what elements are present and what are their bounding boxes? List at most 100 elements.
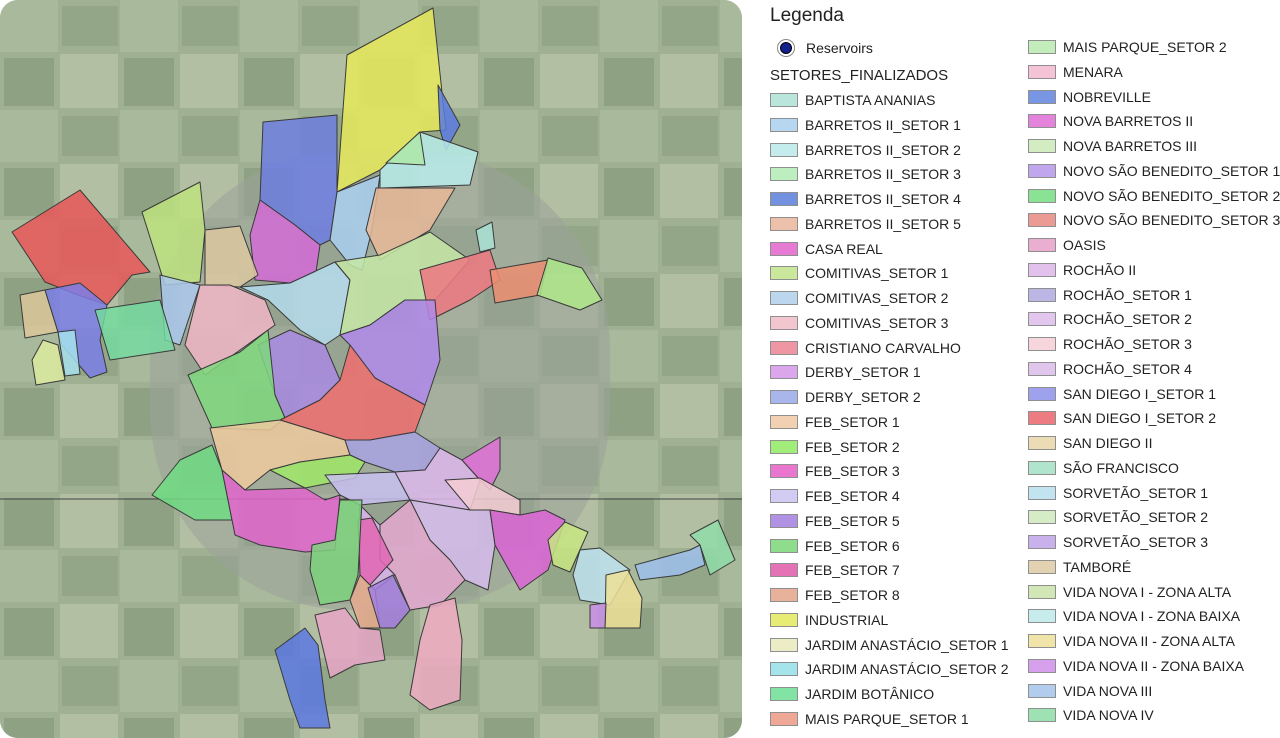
legend-item: ROCHÃO_SETOR 4: [1028, 359, 1192, 379]
legend-item: NOVO SÃO BENEDITO_SETOR 3: [1028, 210, 1280, 230]
sector-feb-setor-5-south[interactable]: [367, 574, 411, 629]
legend-item: SÃO FRANCISCO: [1028, 458, 1179, 478]
sector-barretos-ii-setor-2[interactable]: [379, 131, 479, 189]
legend-item: CASA REAL: [770, 239, 883, 259]
sector-san-diego-i-setor-2[interactable]: [11, 189, 151, 306]
sector-feb-setor-6-south[interactable]: [309, 499, 363, 606]
legend-item-label: DERBY_SETOR 2: [805, 389, 921, 405]
legend-item-label: SAN DIEGO I_SETOR 2: [1063, 410, 1217, 427]
legend-swatch: [770, 117, 798, 132]
sector-nova-barretos-ii[interactable]: [461, 436, 501, 491]
legend-item-label: ROCHÃO_SETOR 2: [1063, 311, 1192, 328]
legend-item-label: FEB_SETOR 8: [805, 587, 900, 603]
legend-item: MAIS PARQUE_SETOR 1: [770, 709, 969, 729]
sector-jardim-anastacio-setor-1[interactable]: [31, 339, 66, 386]
legend-swatch: [770, 489, 798, 503]
legend-item-label: VIDA NOVA I - ZONA BAIXA: [1063, 608, 1241, 625]
sector-feb-setor-4[interactable]: [324, 471, 411, 506]
legend-swatch: [1028, 658, 1056, 673]
legend-reservoirs: Reservoirs: [778, 38, 873, 58]
legend-swatch: [770, 167, 798, 182]
legend-swatch: [1028, 213, 1056, 228]
legend-item-label: CRISTIANO CARVALHO: [805, 339, 961, 356]
legend-swatch: [1028, 584, 1056, 599]
legend-item: SORVETÃO_SETOR 3: [1028, 532, 1208, 552]
legend-swatch: [1028, 510, 1056, 525]
legend-item: CRISTIANO CARVALHO: [770, 338, 961, 358]
legend-swatch: [1028, 535, 1056, 549]
sector-tambore[interactable]: [204, 225, 259, 288]
legend-item-label: JARDIM BOTÂNICO: [805, 686, 935, 702]
legend-swatch: [1028, 485, 1056, 500]
legend-swatch: [1028, 287, 1056, 302]
legend-item-label: SAN DIEGO II: [1063, 435, 1153, 451]
legend-item-label: BARRETOS II_SETOR 1: [805, 116, 961, 133]
sector-vida-nova-iii[interactable]: [634, 544, 706, 581]
legend-item: VIDA NOVA IV: [1028, 705, 1154, 725]
legend-swatch: [770, 390, 798, 404]
legend-swatch: [1028, 139, 1056, 153]
legend-item: NOVO SÃO BENEDITO_SETOR 2: [1028, 186, 1280, 206]
sector-sao-francisco-west[interactable]: [57, 329, 81, 377]
legend-item: ROCHÃO_SETOR 3: [1028, 334, 1192, 354]
legend-swatch: [1028, 163, 1056, 178]
legend-item-label: BARRETOS II_SETOR 4: [805, 191, 961, 207]
legend-swatch: [770, 241, 798, 256]
legend-item-label: SAN DIEGO I_SETOR 1: [1063, 385, 1217, 402]
sector-baptista-ananias[interactable]: [475, 221, 496, 253]
map-view[interactable]: [0, 0, 742, 738]
legend-item: FEB_SETOR 1: [770, 412, 900, 432]
legend-group-title: SETORES_FINALIZADOS: [770, 67, 949, 84]
sector-comitivas-setor-3[interactable]: [184, 284, 276, 376]
map-canvas[interactable]: [0, 0, 742, 738]
legend-swatch: [1028, 460, 1056, 475]
legend-item: NOVO SÃO BENEDITO_SETOR 1: [1028, 161, 1280, 181]
legend-item: COMITIVAS_SETOR 3: [770, 313, 948, 333]
sector-barretos-ii-setor-4-south[interactable]: [274, 627, 331, 729]
legend-swatch: [1028, 312, 1056, 327]
legend-item: JARDIM ANASTÁCIO_SETOR 2: [770, 659, 1009, 679]
sector-feb-setor-7[interactable]: [357, 517, 394, 586]
sector-vida-nova-ii-zona-baixa[interactable]: [589, 602, 607, 629]
sector-comitivas-setor-1[interactable]: [141, 181, 206, 286]
legend-swatch: [770, 439, 798, 454]
legend-item-label: VIDA NOVA II - ZONA BAIXA: [1063, 657, 1245, 674]
legend-swatch: [1028, 559, 1056, 574]
legend-swatch: [1028, 436, 1056, 450]
legend-item: SAN DIEGO I_SETOR 1: [1028, 384, 1216, 404]
legend-item: FEB_SETOR 8: [770, 585, 900, 605]
legend-swatch: [770, 464, 798, 479]
legend-item-label: NOVO SÃO BENEDITO_SETOR 1: [1063, 162, 1280, 179]
legend-item: BAPTISTA ANANIAS: [770, 90, 935, 110]
legend-item: BARRETOS II_SETOR 5: [770, 214, 961, 234]
legend-swatch: [1028, 683, 1056, 698]
legend-item: MENARA: [1028, 62, 1123, 82]
legend-item-label: MENARA: [1063, 63, 1123, 80]
legend-item-label: COMITIVAS_SETOR 3: [805, 314, 949, 331]
legend-item-label: NOVO SÃO BENEDITO_SETOR 3: [1063, 212, 1280, 229]
legend-item-label: INDUSTRIAL: [805, 611, 889, 628]
sector-mais-parque-setor-2[interactable]: [536, 257, 603, 311]
legend-item-label: SORVETÃO_SETOR 1: [1063, 484, 1208, 501]
sector-oasis-south[interactable]: [314, 607, 386, 679]
legend-item-label: FEB_SETOR 5: [805, 512, 900, 529]
sector-barretos-ii-setor-3[interactable]: [385, 131, 426, 166]
legend-item: VIDA NOVA III: [1028, 681, 1152, 701]
legend-item: INDUSTRIAL: [770, 610, 888, 630]
legend-item-label: NOVA BARRETOS II: [1063, 113, 1194, 130]
legend-swatch: [770, 291, 798, 305]
legend-swatch: [770, 315, 798, 330]
sector-vida-nova-iv[interactable]: [689, 519, 736, 576]
legend-swatch: [770, 538, 798, 553]
legend-item-label: ROCHÃO II: [1063, 261, 1137, 278]
legend-item-label: TAMBORÉ: [1063, 558, 1132, 575]
sector-jardim-botanico[interactable]: [94, 299, 176, 361]
legend-item: BARRETOS II_SETOR 4: [770, 189, 961, 209]
legend-item: SAN DIEGO I_SETOR 2: [1028, 408, 1216, 428]
legend-item: FEB_SETOR 2: [770, 437, 900, 457]
legend-item-label: SÃO FRANCISCO: [1063, 459, 1179, 476]
sector-menara[interactable]: [409, 597, 463, 711]
legend-item-label: JARDIM ANASTÁCIO_SETOR 2: [805, 661, 1009, 678]
legend-item: OASIS: [1028, 235, 1106, 255]
legend-item: BARRETOS II_SETOR 2: [770, 140, 961, 160]
